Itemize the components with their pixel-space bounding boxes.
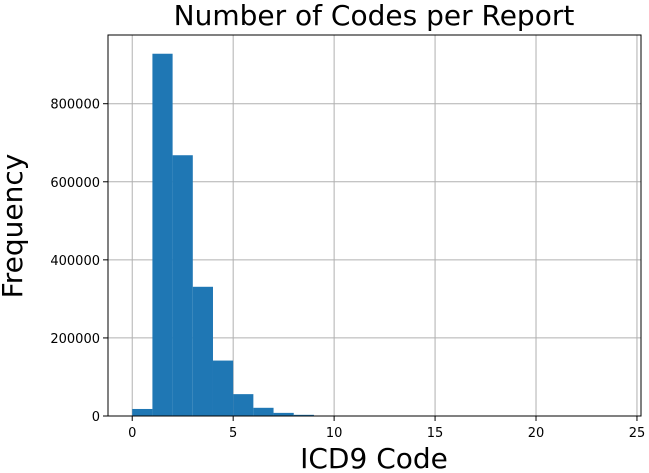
histogram-bar (132, 408, 153, 416)
x-tick-label: 20 (528, 426, 545, 441)
histogram-bar (172, 155, 193, 416)
histogram-bar (212, 360, 234, 416)
x-tick-label: 0 (128, 426, 136, 441)
x-axis-title: ICD9 Code (300, 442, 448, 473)
y-axis-title: Frequency (0, 154, 29, 299)
y-tick-label: 0 (92, 410, 100, 425)
x-tick-label: 10 (326, 426, 343, 441)
histogram-bar (233, 394, 254, 416)
chart-title: Number of Codes per Report (174, 0, 575, 32)
x-tick-label: 5 (229, 426, 237, 441)
histogram-bar (192, 286, 213, 416)
y-tick-label: 400000 (50, 254, 100, 269)
y-tick-label: 600000 (50, 176, 100, 191)
histogram-bars (132, 53, 355, 417)
histogram-bar (152, 53, 173, 417)
x-axis-ticks: 0 5 10 15 20 25 (128, 416, 645, 441)
y-tick-label: 800000 (50, 98, 100, 113)
x-tick-label: 25 (629, 426, 646, 441)
plot-frame (107, 34, 642, 417)
y-tick-label: 200000 (50, 332, 100, 347)
y-axis-ticks: 0 200000 400000 600000 800000 (50, 98, 108, 425)
histogram-bar (293, 414, 314, 416)
x-tick-label: 15 (427, 426, 444, 441)
histogram-bar (253, 407, 274, 416)
histogram-bar (273, 412, 294, 416)
